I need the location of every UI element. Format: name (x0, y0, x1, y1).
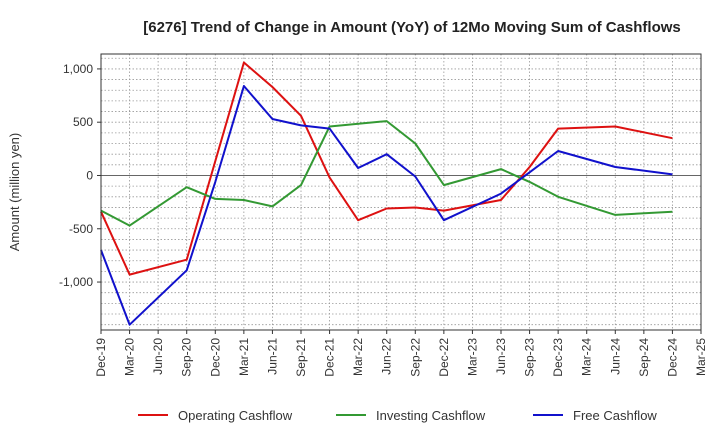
series-lines (100, 61, 673, 326)
legend: Operating Cashflow Investing Cashflow Free… (138, 408, 657, 423)
series-line (100, 61, 673, 276)
legend-label: Operating Cashflow (178, 408, 293, 423)
x-tick-label: Sep-20 (180, 338, 194, 377)
x-tick-label: Dec-24 (665, 338, 679, 377)
x-tick-label: Dec-19 (94, 338, 108, 377)
chart-title: [6276] Trend of Change in Amount (YoY) o… (143, 19, 681, 36)
x-tick-label: Sep-21 (294, 338, 308, 377)
grid-lines (100, 54, 702, 330)
x-tick-label: Jun-23 (494, 338, 508, 375)
x-tick-label: Jun-21 (265, 338, 279, 375)
x-tick-label: Jun-24 (608, 338, 622, 375)
series-line (100, 120, 673, 227)
y-tick-label: -1,000 (59, 275, 93, 289)
x-tick-label: Sep-23 (523, 338, 537, 377)
y-tick-labels: 1,000 500 0 -500 -1,000 (59, 62, 101, 289)
x-tick-label: Dec-21 (323, 338, 337, 377)
legend-label: Free Cashflow (573, 408, 657, 423)
x-tick-label: Mar-20 (123, 338, 137, 376)
x-tick-label: Mar-22 (351, 338, 365, 376)
x-tick-label: Dec-23 (551, 338, 565, 377)
x-tick-label: Mar-24 (580, 338, 594, 376)
x-tick-label: Dec-20 (208, 338, 222, 377)
y-tick-label: 0 (86, 168, 93, 182)
x-tick-labels: Dec-19 Mar-20 Jun-20 Sep-20 Dec-20 Mar-21 Jun-… (94, 330, 708, 377)
x-tick-label: Sep-22 (408, 338, 422, 377)
x-tick-label: Sep-24 (637, 338, 651, 377)
legend-label: Investing Cashflow (376, 408, 486, 423)
x-tick-label: Mar-25 (694, 338, 708, 376)
x-tick-label: Jun-22 (380, 338, 394, 375)
series-line (100, 85, 673, 326)
x-tick-label: Mar-21 (237, 338, 251, 376)
y-tick-label: 1,000 (63, 62, 93, 76)
plot-frame (100, 53, 702, 331)
x-tick-label: Jun-20 (151, 338, 165, 375)
y-tick-label: 500 (73, 115, 93, 129)
x-tick-label: Mar-23 (465, 338, 479, 376)
y-axis-label: Amount (million yen) (7, 133, 22, 252)
y-tick-label: -500 (69, 222, 93, 236)
x-tick-label: Dec-22 (437, 338, 451, 377)
